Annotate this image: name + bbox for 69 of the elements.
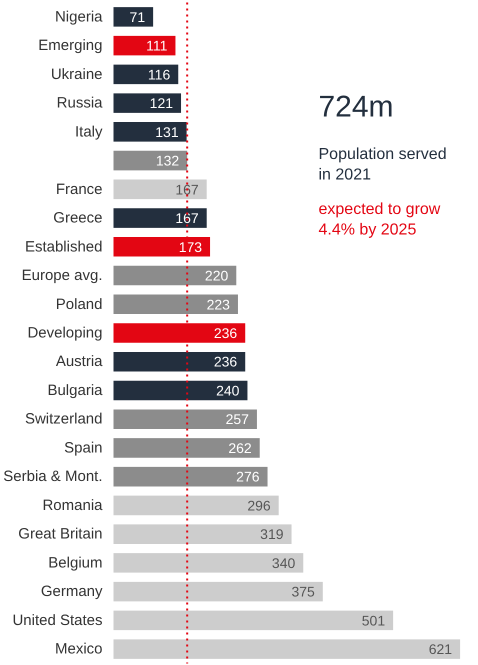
bar	[114, 409, 257, 429]
data-label: 257	[226, 411, 250, 428]
y-tick-label: Great Britain	[18, 526, 103, 543]
y-tick-label: Poland	[56, 296, 103, 313]
data-label: 132	[156, 152, 180, 169]
y-tick-label: Austria	[56, 353, 104, 370]
data-label: 167	[175, 181, 199, 198]
data-label: 167	[175, 210, 199, 226]
y-tick-label: Emerging	[38, 37, 103, 54]
y-tick-label: Switzerland	[24, 410, 103, 428]
y-tick-label: United States	[12, 612, 103, 629]
bar	[114, 582, 323, 602]
bar	[114, 208, 207, 228]
data-label: 240	[216, 382, 240, 398]
data-label: 262	[228, 440, 252, 456]
y-tick-label: Greece	[53, 210, 103, 227]
bar	[114, 380, 248, 400]
bar	[114, 294, 238, 314]
data-label: 116	[148, 66, 170, 82]
y-tick-label: Ukraine	[50, 66, 102, 83]
y-tick-label: Nigeria	[54, 8, 104, 26]
data-label: 236	[214, 354, 238, 370]
bar	[114, 180, 207, 200]
y-tick-label: Serbia & Mont.	[3, 468, 103, 486]
y-tick-label: Italy	[74, 123, 103, 140]
data-label: 276	[236, 468, 260, 485]
y-tick-label: Germany	[40, 583, 103, 600]
bar	[114, 93, 182, 113]
data-label: 319	[260, 526, 284, 542]
y-tick-label: Europe avg.	[22, 267, 102, 284]
bar	[114, 7, 154, 27]
bar	[114, 466, 268, 486]
data-label: 131	[155, 124, 179, 140]
annotation: Population served in 2021	[318, 146, 447, 184]
data-label: 111	[146, 38, 168, 54]
bar	[114, 610, 394, 630]
bar	[114, 150, 188, 170]
bar	[114, 122, 187, 142]
y-tick-label: France	[56, 180, 103, 198]
data-label: 296	[247, 497, 271, 514]
bar	[114, 639, 460, 659]
y-tick-label: Spain	[64, 439, 103, 456]
annotation: expected to grow 4.4% by 2025	[318, 201, 441, 238]
annotation: 724m	[318, 90, 394, 124]
data-label: 220	[204, 268, 229, 284]
bar	[114, 524, 292, 544]
y-tick-label: Established	[24, 238, 103, 256]
bar	[114, 64, 178, 84]
y-tick-label: Developing	[27, 324, 103, 342]
bar	[114, 438, 260, 458]
y-tick-label: Belgium	[48, 554, 103, 572]
bar	[114, 352, 246, 372]
data-label: 223	[206, 296, 230, 312]
y-tick-label: Mexico	[54, 640, 103, 658]
data-label: 236	[214, 325, 238, 341]
bar	[114, 266, 236, 286]
data-label: 173	[178, 238, 202, 255]
data-label: 121	[150, 95, 174, 112]
bar	[114, 496, 279, 516]
bar	[114, 553, 304, 573]
data-label: 71	[130, 8, 146, 25]
data-label: 621	[428, 641, 452, 658]
data-label: 501	[362, 612, 386, 628]
data-label: 340	[272, 554, 296, 571]
bar	[114, 36, 176, 56]
data-label: 375	[291, 584, 316, 600]
y-tick-label: Romania	[42, 496, 104, 514]
y-tick-label: Bulgaria	[47, 382, 104, 399]
y-tick-label: Russia	[56, 94, 104, 112]
